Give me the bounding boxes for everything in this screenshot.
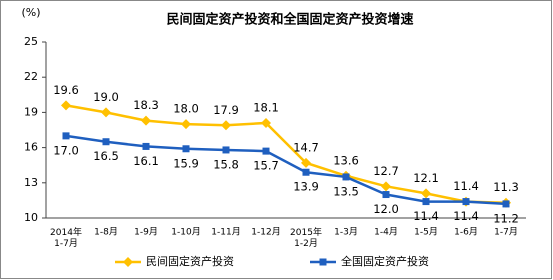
value-label: 13.6 xyxy=(333,153,359,167)
value-label: 16.5 xyxy=(93,149,119,163)
y-tick-label: 22 xyxy=(24,70,38,83)
value-label: 16.1 xyxy=(133,154,159,168)
x-tick-label: 1-12月 xyxy=(251,227,280,238)
series-line xyxy=(65,104,507,204)
x-tick-label: 1-5月 xyxy=(414,227,438,238)
value-label: 15.8 xyxy=(213,157,239,171)
point xyxy=(302,168,310,176)
legend-label: 民间固定资产投资 xyxy=(146,254,234,268)
value-label: 18.3 xyxy=(133,98,159,112)
value-label: 19.0 xyxy=(93,90,119,104)
point xyxy=(261,117,271,128)
value-label: 13.9 xyxy=(293,180,319,194)
y-tick-label: 13 xyxy=(24,176,38,189)
value-label: 11.2 xyxy=(493,211,519,225)
value-label: 14.7 xyxy=(293,140,319,154)
value-label: 17.9 xyxy=(213,103,239,117)
point xyxy=(182,145,190,153)
value-label: 11.4 xyxy=(453,179,479,193)
x-tick-label: 1-10月 xyxy=(171,227,200,238)
value-label: 13.5 xyxy=(333,184,359,198)
point xyxy=(61,100,71,111)
x-tick-label: 1-6月 xyxy=(454,227,478,238)
y-axis-label: (%) xyxy=(21,6,40,19)
point xyxy=(421,188,431,199)
point xyxy=(222,146,230,154)
point xyxy=(262,147,270,155)
x-tick-label: 2015年 1-2月 xyxy=(290,226,322,249)
point xyxy=(502,200,510,208)
point xyxy=(462,198,470,206)
value-label: 18.1 xyxy=(253,100,279,114)
value-label: 17.0 xyxy=(53,143,79,157)
x-tick-label: 1-8月 xyxy=(94,227,118,238)
x-tick-label: 1-11月 xyxy=(211,227,240,238)
point xyxy=(319,258,327,266)
point xyxy=(381,181,391,192)
series-line xyxy=(65,134,507,206)
point xyxy=(221,120,231,131)
y-tick-label: 16 xyxy=(24,141,38,154)
x-tick-label: 1-3月 xyxy=(334,227,358,238)
y-tick-label: 19 xyxy=(24,105,38,118)
chart-title: 民间固定资产投资和全国固定资产投资增速 xyxy=(166,12,413,28)
point xyxy=(141,115,151,126)
legend-label: 全国固定资产投资 xyxy=(341,254,429,268)
value-label: 11.3 xyxy=(493,180,519,194)
point xyxy=(101,107,111,118)
point xyxy=(382,191,390,199)
value-label: 18.0 xyxy=(173,102,199,116)
point xyxy=(301,157,311,168)
value-label: 11.4 xyxy=(453,209,479,223)
point xyxy=(123,257,133,267)
x-tick-label: 2014年 1-7月 xyxy=(50,226,82,249)
point xyxy=(342,173,350,181)
x-tick-label: 1-7月 xyxy=(494,227,518,238)
value-label: 12.0 xyxy=(373,202,399,216)
x-tick-label: 1-9月 xyxy=(134,227,158,238)
point xyxy=(142,142,150,150)
y-tick-label: 10 xyxy=(24,211,38,224)
x-tick-label: 1-4月 xyxy=(374,227,398,238)
value-label: 19.6 xyxy=(53,83,79,97)
y-tick-label: 25 xyxy=(24,35,38,48)
value-label: 11.4 xyxy=(413,209,439,223)
value-label: 12.7 xyxy=(373,164,399,178)
point xyxy=(62,132,70,140)
point xyxy=(422,198,430,206)
value-label: 12.1 xyxy=(413,171,439,185)
value-label: 15.7 xyxy=(253,159,279,173)
point xyxy=(181,119,191,130)
value-label: 15.9 xyxy=(173,156,199,170)
point xyxy=(102,138,110,146)
